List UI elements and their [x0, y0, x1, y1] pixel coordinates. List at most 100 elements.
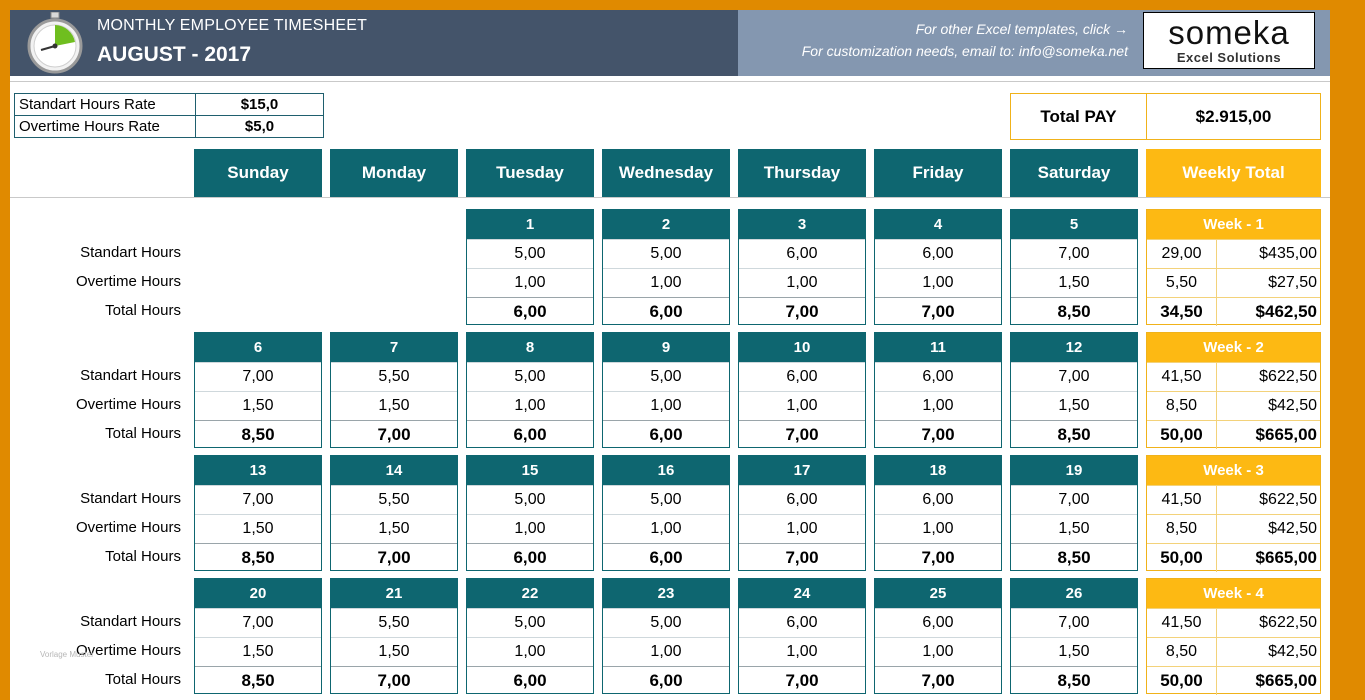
standart-hours-value[interactable]: 5,00: [467, 362, 593, 391]
day-header: Saturday: [1010, 149, 1138, 197]
weekly-total-row: 8,50 $42,50: [1147, 391, 1320, 420]
day-header: Sunday: [194, 149, 322, 197]
standart-hours-value[interactable]: 7,00: [1011, 485, 1137, 514]
overtime-hours-value[interactable]: 1,50: [195, 637, 321, 666]
overtime-hours-value[interactable]: 1,00: [739, 391, 865, 420]
week-label: Week - 3: [1147, 456, 1320, 485]
rate-label: Standart Hours Rate: [14, 93, 196, 116]
standart-hours-value[interactable]: 7,00: [195, 608, 321, 637]
weekly-pay: $42,50: [1268, 397, 1317, 414]
templates-link[interactable]: For other Excel templates, click →: [915, 21, 1128, 37]
total-hours-value: 7,00: [739, 297, 865, 326]
standart-hours-value[interactable]: 5,00: [603, 608, 729, 637]
overtime-hours-value[interactable]: 1,00: [875, 514, 1001, 543]
standart-hours-value[interactable]: 5,00: [467, 239, 593, 268]
total-hours-value: 7,00: [739, 543, 865, 572]
overtime-hours-value[interactable]: 1,50: [1011, 391, 1137, 420]
overtime-hours-value[interactable]: 1,00: [467, 514, 593, 543]
weekly-hours: 34,50: [1147, 298, 1217, 326]
rate-value[interactable]: $5,0: [195, 115, 324, 138]
weekly-hours: 29,00: [1147, 240, 1217, 268]
overtime-hours-value[interactable]: 1,50: [331, 391, 457, 420]
day-cell: 22 5,00 1,00 6,00: [466, 578, 594, 694]
total-hours-value: 6,00: [467, 420, 593, 449]
standart-hours-value[interactable]: 6,00: [875, 239, 1001, 268]
overtime-hours-value[interactable]: 1,50: [331, 637, 457, 666]
standart-hours-value[interactable]: 7,00: [1011, 362, 1137, 391]
standart-hours-value[interactable]: 6,00: [875, 362, 1001, 391]
overtime-hours-value[interactable]: 1,00: [467, 268, 593, 297]
weekly-pay: $622,50: [1259, 368, 1317, 385]
total-hours-value: 7,00: [875, 420, 1001, 449]
day-cell: 18 6,00 1,00 7,00: [874, 455, 1002, 571]
standart-hours-value[interactable]: 7,00: [195, 485, 321, 514]
day-date: 9: [603, 333, 729, 362]
overtime-hours-value[interactable]: 1,00: [467, 637, 593, 666]
overtime-hours-value[interactable]: 1,00: [739, 268, 865, 297]
standart-hours-value[interactable]: 6,00: [739, 485, 865, 514]
overtime-hours-value[interactable]: 1,50: [195, 391, 321, 420]
overtime-hours-value[interactable]: 1,00: [603, 637, 729, 666]
standart-hours-value[interactable]: 5,00: [467, 608, 593, 637]
overtime-hours-value[interactable]: 1,00: [739, 637, 865, 666]
day-cell: 7 5,50 1,50 7,00: [330, 332, 458, 448]
day-cell: 26 7,00 1,50 8,50: [1010, 578, 1138, 694]
overtime-hours-value[interactable]: 1,00: [603, 268, 729, 297]
window-edge: [1330, 10, 1365, 700]
standart-hours-value[interactable]: 5,00: [603, 239, 729, 268]
standart-hours-value[interactable]: 7,00: [1011, 239, 1137, 268]
day-date: 16: [603, 456, 729, 485]
weekly-total-row: 41,50 $622,50: [1147, 485, 1320, 514]
overtime-hours-value[interactable]: 1,50: [331, 514, 457, 543]
standart-hours-value[interactable]: 5,50: [331, 608, 457, 637]
overtime-hours-value[interactable]: 1,00: [603, 514, 729, 543]
total-hours-value: 6,00: [603, 420, 729, 449]
weekly-total-row: 50,00 $665,00: [1147, 666, 1320, 695]
overtime-hours-value[interactable]: 1,00: [739, 514, 865, 543]
day-date: 23: [603, 579, 729, 608]
overtime-hours-value[interactable]: 1,50: [1011, 268, 1137, 297]
overtime-hours-value[interactable]: 1,00: [467, 391, 593, 420]
weekly-hours: 8,50: [1147, 392, 1217, 420]
overtime-hours-value[interactable]: 1,00: [603, 391, 729, 420]
day-cell: 14 5,50 1,50 7,00: [330, 455, 458, 571]
standart-hours-value[interactable]: 5,50: [331, 485, 457, 514]
weekly-pay: $462,50: [1255, 302, 1317, 321]
overtime-hours-value[interactable]: 1,50: [1011, 514, 1137, 543]
grid-rule: [10, 197, 1330, 198]
row-label: Overtime Hours: [75, 273, 181, 290]
overtime-hours-value[interactable]: 1,00: [875, 268, 1001, 297]
someka-logo[interactable]: someka Excel Solutions: [1143, 12, 1315, 69]
standart-hours-value[interactable]: 7,00: [1011, 608, 1137, 637]
rate-value[interactable]: $15,0: [195, 93, 324, 116]
overtime-hours-value[interactable]: 1,00: [875, 391, 1001, 420]
weekly-total-header: Weekly Total: [1146, 149, 1321, 197]
overtime-hours-value[interactable]: 1,00: [875, 637, 1001, 666]
day-cell: 25 6,00 1,00 7,00: [874, 578, 1002, 694]
standart-hours-value[interactable]: 6,00: [875, 608, 1001, 637]
weekly-pay: $665,00: [1255, 671, 1317, 690]
weekly-total-row: 50,00 $665,00: [1147, 543, 1320, 572]
total-pay-box: Total PAY $2.915,00: [1010, 93, 1321, 140]
standart-hours-value[interactable]: 6,00: [739, 239, 865, 268]
overtime-hours-value[interactable]: 1,50: [1011, 637, 1137, 666]
standart-hours-value[interactable]: 5,00: [603, 362, 729, 391]
total-hours-value: 6,00: [467, 666, 593, 695]
standart-hours-value[interactable]: 6,00: [739, 608, 865, 637]
weekly-pay: $435,00: [1259, 245, 1317, 262]
total-hours-value: 7,00: [875, 666, 1001, 695]
standart-hours-value[interactable]: 6,00: [739, 362, 865, 391]
total-pay-label: Total PAY: [1011, 94, 1147, 139]
standart-hours-value[interactable]: 5,00: [603, 485, 729, 514]
overtime-hours-value[interactable]: 1,50: [195, 514, 321, 543]
total-pay-value: $2.915,00: [1195, 106, 1272, 126]
weekly-hours: 8,50: [1147, 638, 1217, 666]
standart-hours-value[interactable]: 7,00: [195, 362, 321, 391]
total-hours-value: 8,50: [195, 543, 321, 572]
total-hours-value: 8,50: [1011, 420, 1137, 449]
day-date: 25: [875, 579, 1001, 608]
standart-hours-value[interactable]: 5,50: [331, 362, 457, 391]
weekly-hours: 50,00: [1147, 667, 1217, 695]
standart-hours-value[interactable]: 5,00: [467, 485, 593, 514]
standart-hours-value[interactable]: 6,00: [875, 485, 1001, 514]
